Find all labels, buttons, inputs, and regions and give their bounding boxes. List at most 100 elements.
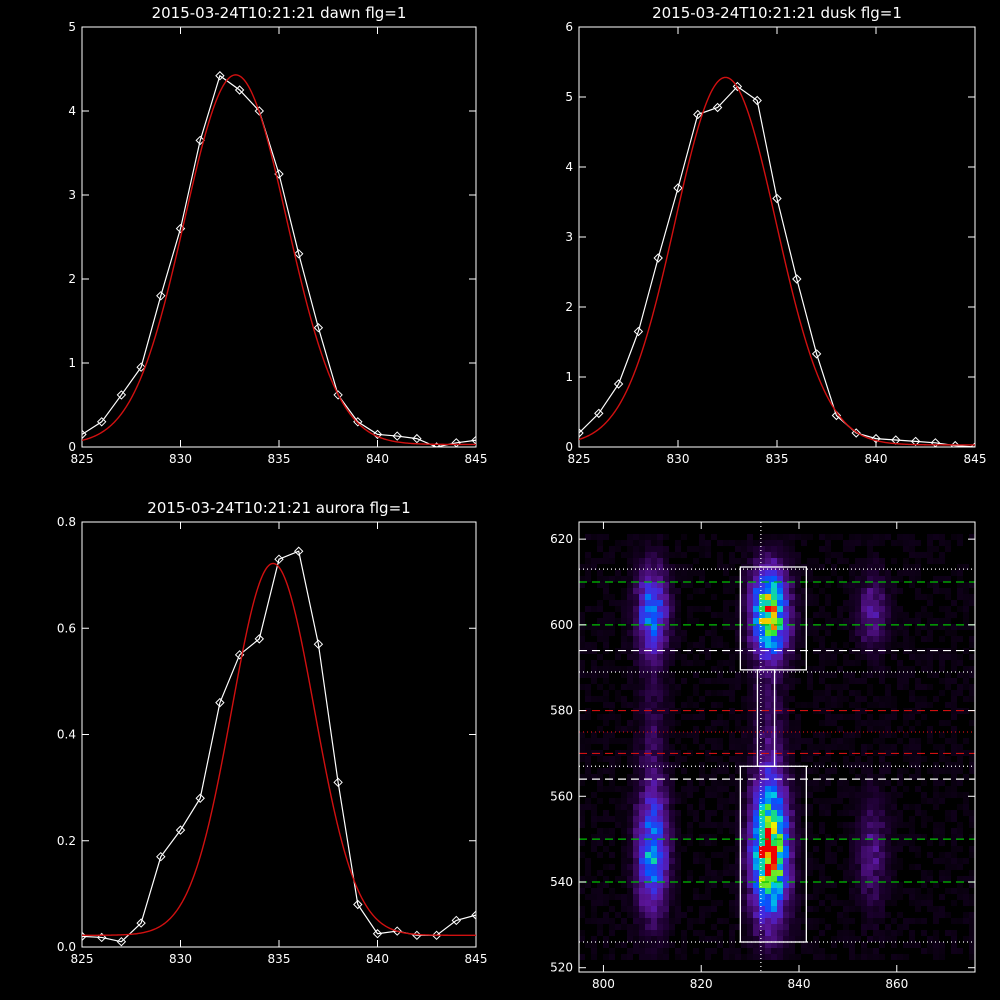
image-pixel — [621, 828, 627, 834]
dawn-title: 2015-03-24T10:21:21 dawn flg=1 — [152, 4, 407, 22]
image-pixel — [657, 894, 663, 900]
image-pixel — [765, 894, 771, 900]
image-pixel — [849, 714, 855, 720]
image-pixel — [585, 708, 591, 714]
dusk-data-line — [579, 85, 975, 447]
image-pixel — [861, 768, 867, 774]
image-pixel — [795, 894, 801, 900]
image-pixel — [903, 618, 909, 624]
image-pixel — [891, 630, 897, 636]
image-pixel — [783, 624, 789, 630]
image-pixel — [693, 570, 699, 576]
image-pixel — [657, 780, 663, 786]
image-pixel — [855, 846, 861, 852]
image-pixel — [879, 798, 885, 804]
image-pixel — [657, 834, 663, 840]
image-pixel — [711, 870, 717, 876]
image-pixel — [591, 642, 597, 648]
image-pixel — [753, 624, 759, 630]
image-pixel — [795, 924, 801, 930]
image-pixel — [819, 804, 825, 810]
image-pixel — [849, 762, 855, 768]
image-pixel — [723, 780, 729, 786]
image-pixel — [789, 630, 795, 636]
image-pixel — [699, 576, 705, 582]
image-pixel — [963, 774, 969, 780]
image-pixel — [777, 942, 783, 948]
image-pixel — [651, 816, 657, 822]
image-pixel — [933, 930, 939, 936]
image-pixel — [849, 804, 855, 810]
image-pixel — [627, 798, 633, 804]
image-pixel — [885, 672, 891, 678]
image-pixel — [879, 660, 885, 666]
image-pixel — [885, 576, 891, 582]
image-pixel — [891, 786, 897, 792]
image-pixel — [831, 654, 837, 660]
image-pixel — [855, 876, 861, 882]
image-pixel — [591, 558, 597, 564]
image-pixel — [837, 786, 843, 792]
image-pixel — [717, 612, 723, 618]
image-pixel — [693, 810, 699, 816]
image-pixel — [669, 582, 675, 588]
image-pixel — [795, 888, 801, 894]
image-pixel — [711, 636, 717, 642]
image-pixel — [741, 738, 747, 744]
image-pixel — [801, 588, 807, 594]
dusk-ytick-label: 3 — [565, 230, 573, 244]
image-pixel — [597, 882, 603, 888]
image-pixel — [795, 912, 801, 918]
image-pixel — [879, 828, 885, 834]
image-pixel — [621, 696, 627, 702]
image-pixel — [957, 834, 963, 840]
image-pixel — [723, 918, 729, 924]
image-pixel — [753, 540, 759, 546]
image-pixel — [897, 780, 903, 786]
image-pixel — [627, 864, 633, 870]
image-pixel — [735, 810, 741, 816]
image-pixel — [603, 666, 609, 672]
image-pixel — [615, 942, 621, 948]
image-pixel — [867, 858, 873, 864]
image-pixel — [927, 546, 933, 552]
image-pixel — [867, 660, 873, 666]
image-pixel — [753, 870, 759, 876]
image-pixel — [843, 744, 849, 750]
image-pixel — [645, 684, 651, 690]
image-pixel — [633, 894, 639, 900]
image-pixel — [753, 672, 759, 678]
image-pixel — [843, 654, 849, 660]
image-pixel — [657, 882, 663, 888]
image-pixel — [681, 846, 687, 852]
image-pixel — [723, 864, 729, 870]
image-xtick-label: 860 — [885, 977, 908, 991]
image-pixel — [747, 870, 753, 876]
image-pixel — [705, 774, 711, 780]
image-pixel — [825, 540, 831, 546]
image-pixel — [753, 744, 759, 750]
image-pixel — [873, 750, 879, 756]
image-pixel — [939, 756, 945, 762]
image-pixel — [915, 834, 921, 840]
image-pixel — [927, 624, 933, 630]
image-pixel — [825, 810, 831, 816]
image-pixel — [873, 636, 879, 642]
image-pixel — [819, 708, 825, 714]
image-pixel — [825, 696, 831, 702]
image-pixel — [657, 726, 663, 732]
image-pixel — [693, 816, 699, 822]
image-pixel — [939, 648, 945, 654]
image-pixel — [735, 792, 741, 798]
image-pixel — [867, 876, 873, 882]
image-pixel — [639, 630, 645, 636]
image-pixel — [885, 822, 891, 828]
image-pixel — [585, 870, 591, 876]
image-pixel — [765, 672, 771, 678]
image-pixel — [669, 702, 675, 708]
image-pixel — [939, 906, 945, 912]
image-pixel — [945, 786, 951, 792]
image-pixel — [711, 810, 717, 816]
image-pixel — [669, 636, 675, 642]
image-pixel — [657, 864, 663, 870]
